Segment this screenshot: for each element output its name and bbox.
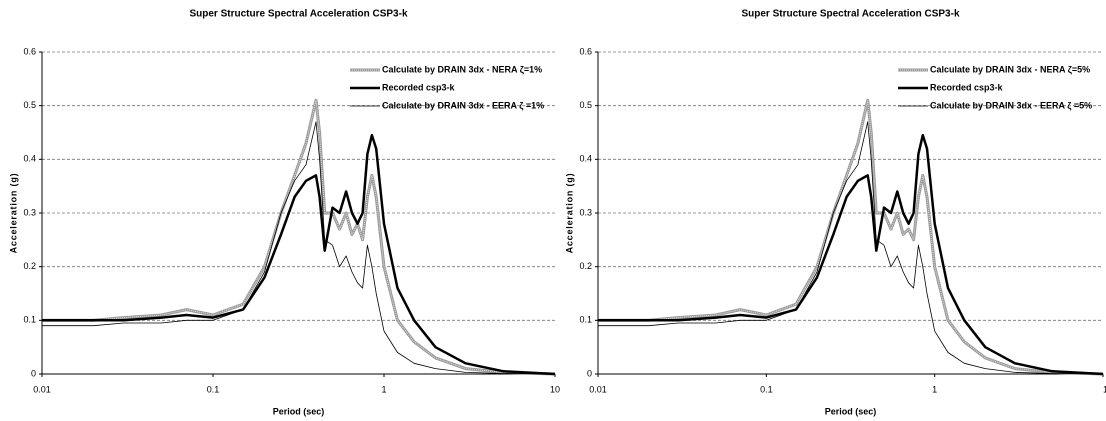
y-tick-label: 0	[31, 368, 36, 378]
y-tick-label: 0.3	[23, 207, 36, 217]
series-line-hatch	[42, 100, 556, 375]
y-tick-label: 0.2	[23, 261, 36, 271]
y-tick-label: 0.1	[579, 315, 592, 325]
x-axis-label: Period (sec)	[825, 406, 877, 416]
y-tick-label: 0.1	[23, 315, 36, 325]
x-tick-label: 0.1	[760, 384, 773, 394]
chart-title: Super Structure Spectral Acceleration CS…	[189, 9, 407, 20]
y-tick-label: 0.6	[579, 46, 592, 56]
y-tick-label: 0.4	[579, 154, 592, 164]
series-line	[42, 121, 556, 375]
chart-title: Super Structure Spectral Acceleration CS…	[741, 9, 959, 20]
x-tick-label: 1	[932, 384, 937, 394]
y-tick-label: 0.5	[579, 100, 592, 110]
legend-label: Calculate by DRAIN 3dx - EERA ζ =5%	[930, 100, 1092, 110]
y-axis-label: Acceleration (g)	[564, 173, 574, 254]
legend-label: Calculate by DRAIN 3dx - EERA ζ =1%	[382, 100, 544, 110]
y-axis-label: Acceleration (g)	[8, 173, 18, 254]
x-tick-label: 10	[550, 384, 560, 394]
x-tick-label: 0.01	[33, 384, 51, 394]
series-line	[598, 133, 1104, 376]
x-tick-label: 1	[381, 384, 386, 394]
series-line	[42, 98, 556, 376]
series-line-hatch	[598, 100, 1104, 375]
x-axis-label: Period (sec)	[273, 406, 325, 416]
legend-label: Calculate by DRAIN 3dx - NERA ζ=1%	[382, 64, 542, 74]
y-tick-label: 0.4	[23, 154, 36, 164]
y-tick-label: 0.2	[579, 261, 592, 271]
y-tick-label: 0.6	[23, 46, 36, 56]
x-tick-label: 0.01	[589, 384, 607, 394]
legend-label: Recorded csp3-k	[382, 82, 456, 92]
series-line	[42, 133, 556, 376]
y-tick-label: 0.3	[579, 207, 592, 217]
series-line	[598, 98, 1104, 376]
legend-label: Calculate by DRAIN 3dx - NERA ζ=5%	[930, 64, 1090, 74]
y-tick-label: 0	[587, 368, 592, 378]
legend-label: Recorded csp3-k	[930, 82, 1004, 92]
y-tick-label: 0.5	[23, 100, 36, 110]
x-tick-label: 10	[1103, 384, 1106, 394]
series-line	[598, 121, 1104, 375]
x-tick-label: 0.1	[207, 384, 220, 394]
